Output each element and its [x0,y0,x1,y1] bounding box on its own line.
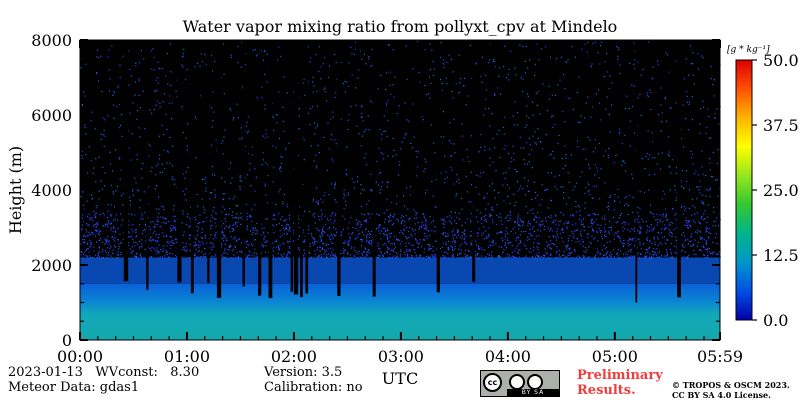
footer-wvconst-value: 8.30 [170,365,200,380]
heatmap-field [80,40,721,340]
gap-column [258,40,262,296]
gap-column [677,40,681,298]
cc-strip-text: BY SA [507,389,559,396]
y-tick-label: 2000 [31,256,72,275]
colorbar-bar [735,59,753,321]
y-tick-label: 4000 [31,181,72,200]
y-tick-label: 0 [62,331,72,350]
x-axis-label: UTC [381,369,419,388]
gap-column [290,40,294,292]
colorbar-tick-label: 37.5 [763,116,799,135]
cc-sa-icon [527,374,543,390]
gap-column [177,40,182,283]
x-tick-label: 01:00 [164,347,210,366]
x-tick-label: 02:00 [271,347,317,366]
chart-title: Water vapor mixing ratio from pollyxt_cp… [182,17,618,36]
footer-wvconst-label: WVconst: [95,365,158,380]
gap-column [372,40,376,297]
gap-column [436,40,440,293]
copyright-line2: CC BY SA 4.0 License. [672,390,771,400]
x-tick-label: 03:00 [378,347,424,366]
x-tick-label: 05:00 [592,347,638,366]
gap-column [123,40,129,282]
colorbar: [g * kg⁻¹] 0.0 12.5 25.0 37.5 50.0 [727,45,799,330]
data-gaps [123,40,681,303]
gap-column [293,40,299,295]
gap-column [337,40,341,296]
gap-column [242,40,245,287]
x-axis: 00:00 01:00 02:00 03:00 04:00 05:00 05:59 [57,40,743,366]
colorbar-tick-label: 0.0 [763,311,788,330]
footer-meteor: Meteor Data: gdas1 [8,380,140,395]
colorbar-tick-label: 12.5 [763,246,799,265]
gap-column [305,40,309,294]
gap-column [207,40,210,284]
cc-logo-icon: cc [483,373,502,392]
gap-column [300,40,303,298]
copyright-line1: © TROPOS & OSCM 2023. [672,380,790,390]
transition-layer [80,257,720,284]
colorbar-tick-label: 50.0 [763,51,799,70]
plot-frame [79,39,721,341]
preliminary-line1: Preliminary [577,368,663,383]
colorbar-unit: [g * kg⁻¹] [727,45,770,55]
gap-column [472,40,476,282]
x-tick-label: 05:59 [697,347,743,366]
y-axis-label: Height (m) [6,146,25,234]
footer-calibration: Calibration: no [264,380,363,395]
colorbar-tick-label: 25.0 [763,181,799,200]
gap-column [216,40,222,298]
footer-date: 2023-01-13 [8,365,83,380]
footer-version: Version: 3.5 [264,365,343,380]
gap-column [268,40,273,299]
x-tick-label: 00:00 [57,347,103,366]
preliminary-note: Preliminary Results. [577,368,663,398]
footer-date-line: 2023-01-13 WVconst: 8.30 [8,365,199,380]
cc-by-icon [509,374,525,390]
cc-license-badge: cc BY SA [480,370,560,397]
x-tick-label: 04:00 [485,347,531,366]
y-tick-label: 8000 [31,31,72,50]
y-tick-label: 6000 [31,106,72,125]
moist-layer [80,283,720,340]
copyright-note: © TROPOS & OSCM 2023. CC BY SA 4.0 Licen… [672,380,790,400]
preliminary-line2: Results. [577,383,636,398]
gap-column [146,40,149,290]
gap-column [635,40,638,303]
gap-column [190,40,194,294]
